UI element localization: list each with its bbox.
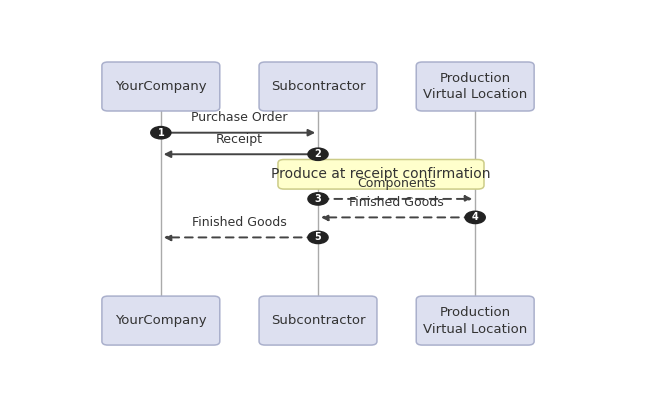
Text: Produce at receipt confirmation: Produce at receipt confirmation: [271, 167, 491, 181]
Text: Production
Virtual Location: Production Virtual Location: [423, 72, 527, 102]
Text: Subcontractor: Subcontractor: [271, 80, 365, 93]
Text: Components: Components: [357, 177, 436, 190]
Circle shape: [308, 193, 328, 205]
Text: 1: 1: [157, 128, 164, 138]
Text: Subcontractor: Subcontractor: [271, 314, 365, 327]
Text: Finished Goods: Finished Goods: [349, 196, 444, 209]
Circle shape: [308, 231, 328, 244]
Text: 4: 4: [472, 212, 478, 222]
FancyBboxPatch shape: [416, 296, 534, 345]
FancyBboxPatch shape: [102, 296, 220, 345]
FancyBboxPatch shape: [259, 296, 377, 345]
Text: YourCompany: YourCompany: [115, 80, 207, 93]
Text: Finished Goods: Finished Goods: [192, 216, 287, 229]
Text: 3: 3: [315, 194, 321, 204]
Text: 5: 5: [315, 232, 321, 242]
Text: 2: 2: [315, 149, 321, 159]
Circle shape: [465, 211, 486, 224]
Text: Production
Virtual Location: Production Virtual Location: [423, 306, 527, 336]
Circle shape: [308, 148, 328, 160]
FancyBboxPatch shape: [259, 62, 377, 111]
Text: YourCompany: YourCompany: [115, 314, 207, 327]
FancyBboxPatch shape: [278, 160, 484, 189]
Circle shape: [151, 126, 171, 139]
FancyBboxPatch shape: [102, 62, 220, 111]
Text: Receipt: Receipt: [216, 133, 263, 146]
Text: Purchase Order: Purchase Order: [191, 111, 288, 124]
FancyBboxPatch shape: [416, 62, 534, 111]
